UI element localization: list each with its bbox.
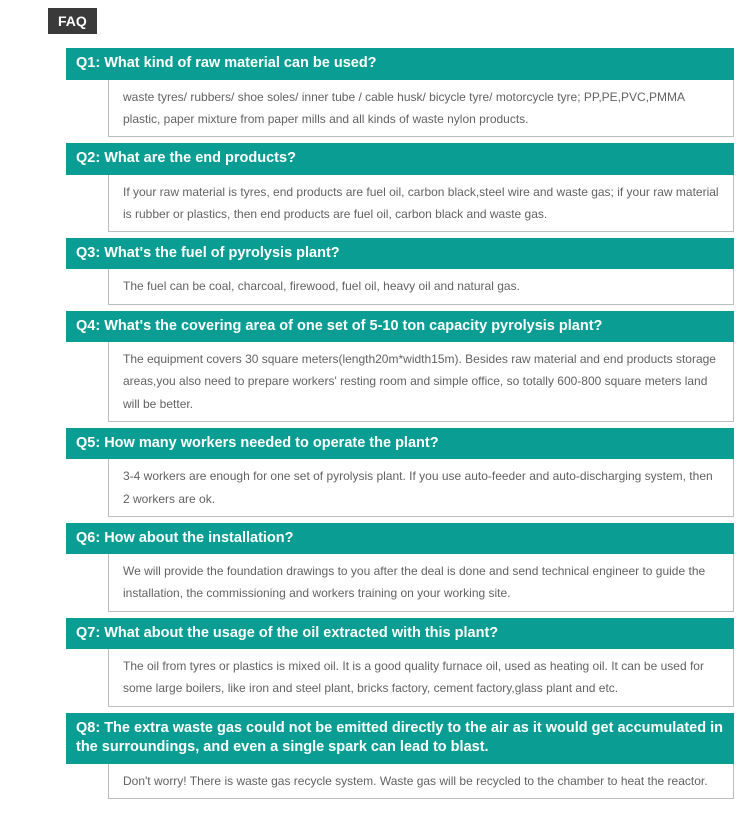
faq-item: Q8: The extra waste gas could not be emi… xyxy=(66,713,734,799)
faq-item: Q4: What's the covering area of one set … xyxy=(66,311,734,422)
faq-answer: The equipment covers 30 square meters(le… xyxy=(108,342,734,422)
faq-badge: FAQ xyxy=(48,8,97,34)
faq-question: Q2: What are the end products? xyxy=(66,143,734,175)
faq-answer: 3-4 workers are enough for one set of py… xyxy=(108,459,734,516)
faq-item: Q1: What kind of raw material can be use… xyxy=(66,48,734,137)
faq-question: Q1: What kind of raw material can be use… xyxy=(66,48,734,80)
faq-question: Q4: What's the covering area of one set … xyxy=(66,311,734,343)
faq-answer: The fuel can be coal, charcoal, firewood… xyxy=(108,269,734,304)
faq-item: Q6: How about the installation? We will … xyxy=(66,523,734,612)
faq-question: Q3: What's the fuel of pyrolysis plant? xyxy=(66,238,734,270)
faq-answer: waste tyres/ rubbers/ shoe soles/ inner … xyxy=(108,80,734,137)
faq-question: Q8: The extra waste gas could not be emi… xyxy=(66,713,734,764)
faq-answer: The oil from tyres or plastics is mixed … xyxy=(108,649,734,706)
faq-answer: Don't worry! There is waste gas recycle … xyxy=(108,764,734,799)
faq-item: Q3: What's the fuel of pyrolysis plant? … xyxy=(66,238,734,305)
faq-item: Q5: How many workers needed to operate t… xyxy=(66,428,734,517)
faq-item: Q2: What are the end products? If your r… xyxy=(66,143,734,232)
faq-question: Q6: How about the installation? xyxy=(66,523,734,555)
faq-answer: If your raw material is tyres, end produ… xyxy=(108,175,734,232)
faq-question: Q7: What about the usage of the oil extr… xyxy=(66,618,734,650)
faq-list: Q1: What kind of raw material can be use… xyxy=(0,48,750,799)
faq-item: Q7: What about the usage of the oil extr… xyxy=(66,618,734,707)
faq-answer: We will provide the foundation drawings … xyxy=(108,554,734,611)
faq-question: Q5: How many workers needed to operate t… xyxy=(66,428,734,460)
